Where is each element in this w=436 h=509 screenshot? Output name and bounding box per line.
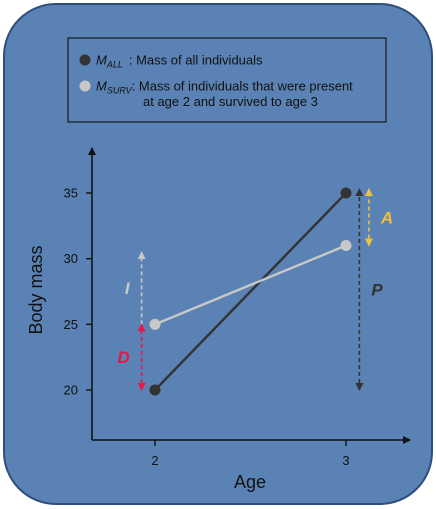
y-tick-label-25: 25 <box>64 317 78 332</box>
legend-subscript-all: ALL <box>106 60 123 70</box>
annotations: I D A P <box>117 188 393 391</box>
x-tick-label-3: 3 <box>342 453 349 468</box>
annotation-label-a: A <box>380 208 393 227</box>
panel-background <box>3 3 433 505</box>
y-tick-label-30: 30 <box>64 251 78 266</box>
point-all-age-3 <box>340 187 352 199</box>
point-all-age-2 <box>149 384 161 396</box>
series-line-all <box>154 192 347 391</box>
legend-item-all: MALL : Mass of all individuals <box>79 53 263 70</box>
legend-label-surv: MSURV: Mass of individuals that were pre… <box>96 79 353 96</box>
legend-text-surv-line2: at age 2 and survived to age 3 <box>143 94 318 109</box>
axis-ticks: 20 25 30 35 2 3 <box>64 186 350 469</box>
series-line-surv <box>154 244 347 326</box>
legend-symbol-surv: M <box>96 79 107 94</box>
legend-text-all: : Mass of all individuals <box>129 53 263 68</box>
y-tick-label-20: 20 <box>64 383 78 398</box>
legend-subscript-surv: SURV <box>107 86 133 96</box>
x-axis-title: Age <box>234 472 266 492</box>
annotation-label-p: P <box>371 281 383 300</box>
y-axis-title: Body mass <box>26 245 46 334</box>
point-surv-age-3 <box>340 240 352 252</box>
series <box>149 187 352 396</box>
annotation-label-i: I <box>125 279 131 298</box>
legend-item-surv: MSURV: Mass of individuals that were pre… <box>79 79 353 109</box>
legend-marker-all <box>79 54 91 66</box>
legend-text-surv-line1: : Mass of individuals that were present <box>132 79 353 94</box>
legend-marker-surv <box>79 80 91 92</box>
legend-symbol-all: M <box>96 53 107 68</box>
x-tick-label-2: 2 <box>151 453 158 468</box>
point-surv-age-2 <box>149 318 161 330</box>
legend-label-all: MALL : Mass of all individuals <box>96 53 263 70</box>
annotation-label-d: D <box>117 348 129 367</box>
legend-box <box>67 37 387 123</box>
y-tick-label-35: 35 <box>64 186 78 201</box>
legend: MALL: Mass of all individuals MSURV: Mas… <box>67 37 387 123</box>
